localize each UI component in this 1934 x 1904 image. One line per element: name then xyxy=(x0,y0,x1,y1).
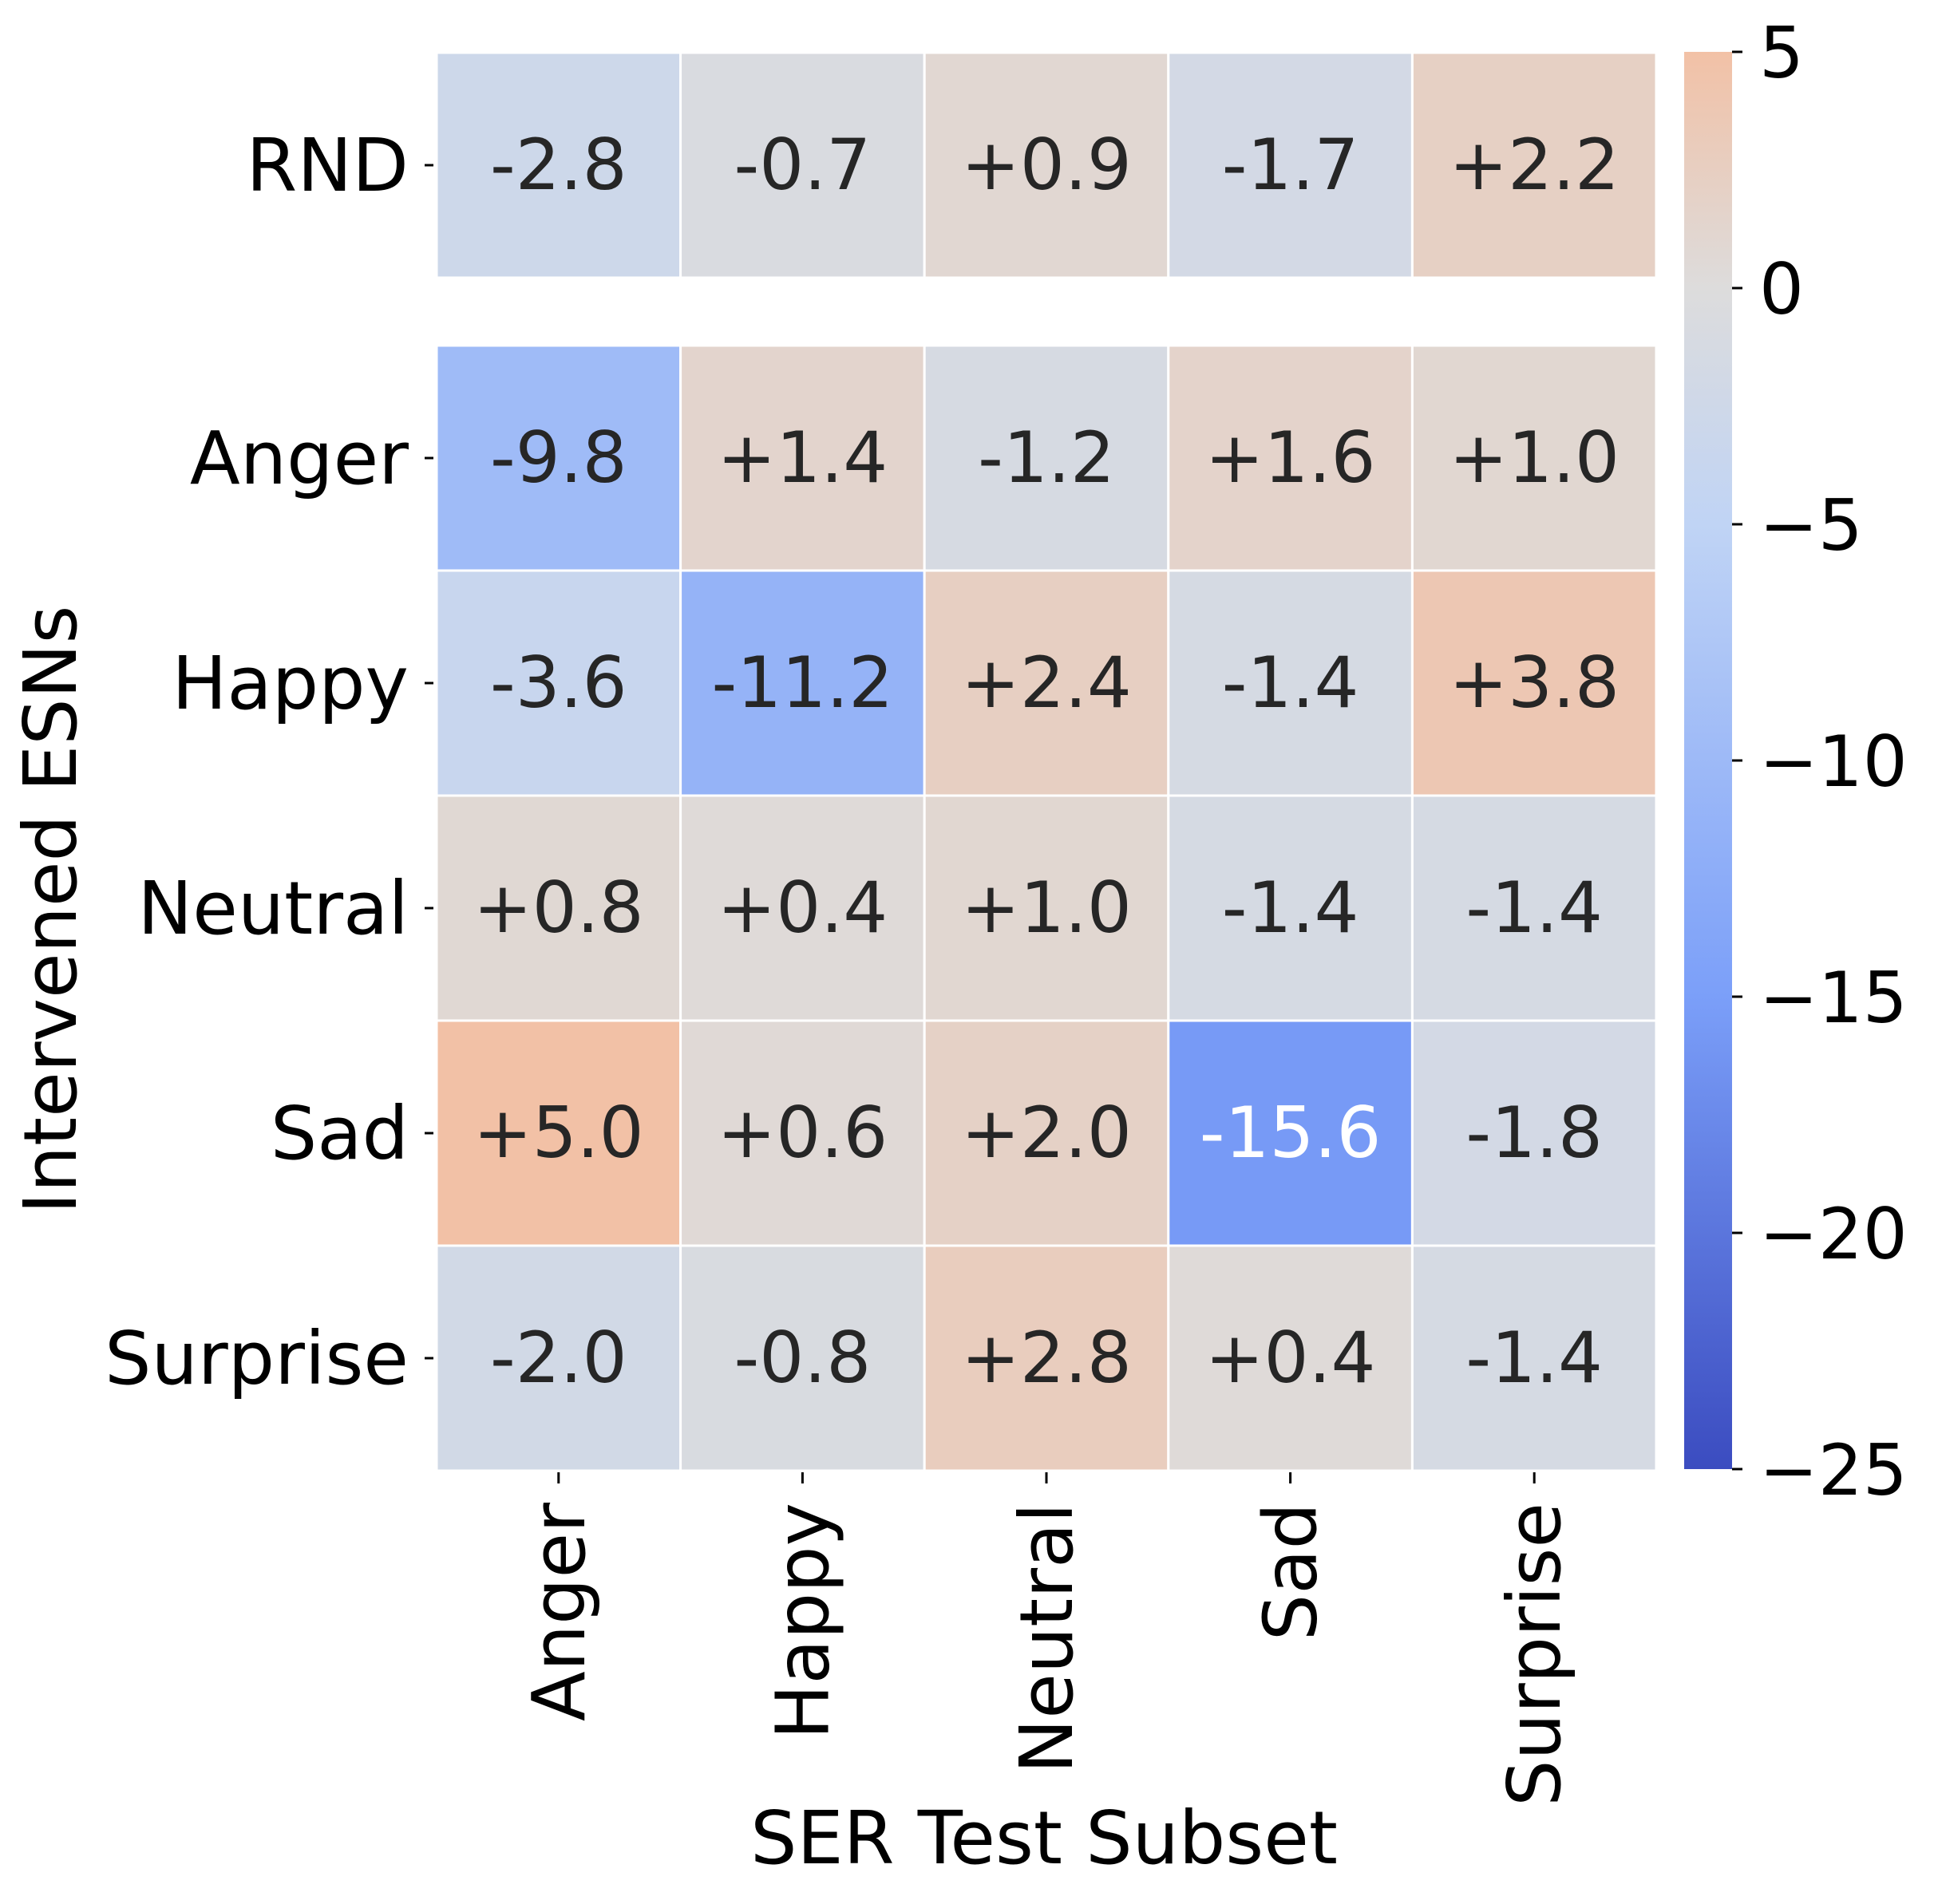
cell-value-label: -1.4 xyxy=(1222,642,1359,724)
y-axis-label: Intervened ESNs xyxy=(8,606,93,1215)
heatmap-cell xyxy=(1167,569,1414,797)
cell-value-label: +0.4 xyxy=(718,867,888,949)
heatmap-cell xyxy=(679,51,926,279)
y-tick-label: Sad xyxy=(271,1091,409,1176)
cell-value-label: +5.0 xyxy=(473,1092,644,1174)
colorbar xyxy=(1684,52,1732,1469)
cell-value-label: +1.0 xyxy=(961,867,1132,949)
cell-value-label: +2.8 xyxy=(961,1317,1132,1399)
cell-value-label: -1.8 xyxy=(1465,1092,1603,1174)
cell-value-label: -0.8 xyxy=(734,1317,872,1399)
colorbar-tick-label: −25 xyxy=(1759,1429,1908,1511)
cell-value-label: +0.9 xyxy=(961,124,1132,206)
cell-value-label: +1.6 xyxy=(1205,417,1376,499)
colorbar-tick-label: −10 xyxy=(1759,721,1908,803)
cell-value-label: +0.4 xyxy=(1205,1317,1376,1399)
y-tick-labels: RND Anger Happy Neutral Sad Surprise xyxy=(105,123,433,1401)
heatmap-cell xyxy=(1410,569,1658,797)
x-tick-label: Sad xyxy=(1248,1503,1334,1641)
colorbar-tick-label: 5 xyxy=(1759,12,1804,94)
y-tick-label: Surprise xyxy=(105,1316,409,1401)
heatmap-cell xyxy=(435,1019,682,1247)
heatmap-cell xyxy=(1410,344,1658,572)
cell-value-label: +1.0 xyxy=(1449,417,1620,499)
x-tick-label: Anger xyxy=(516,1503,602,1721)
colorbar-tick-label: −20 xyxy=(1759,1193,1908,1275)
heatmap-cell xyxy=(1167,794,1414,1022)
cell-value-label: -1.4 xyxy=(1465,867,1603,949)
cell-value-label: +1.4 xyxy=(718,417,888,499)
heatmap-cell xyxy=(1410,794,1658,1022)
heatmap-cell xyxy=(679,1019,926,1247)
cell-value-label: -1.4 xyxy=(1465,1317,1603,1399)
y-tick-label: Anger xyxy=(190,416,409,501)
cell-value-label: +0.8 xyxy=(473,867,644,949)
heatmap-cell xyxy=(679,794,926,1022)
cell-value-label: +0.6 xyxy=(718,1092,888,1174)
cell-value-label: -2.0 xyxy=(490,1317,627,1399)
cell-value-label: +2.2 xyxy=(1449,124,1620,206)
heatmap-cell xyxy=(1410,1244,1658,1472)
x-tick-label: Happy xyxy=(760,1503,845,1740)
heatmap-cell xyxy=(923,51,1170,279)
x-tick-label: Surprise xyxy=(1492,1503,1577,1807)
colorbar-tick-label: −5 xyxy=(1759,484,1863,567)
y-tick-label: RND xyxy=(246,123,409,208)
cell-value-label: -1.4 xyxy=(1222,867,1359,949)
heatmap-cell xyxy=(923,1244,1170,1472)
colorbar-tick-label: 0 xyxy=(1759,248,1804,330)
cell-value-label: +3.8 xyxy=(1449,642,1620,724)
heatmap-cell xyxy=(1167,1244,1414,1472)
colorbar-ticks: 5 0 −5 −10 −15 −20 −25 xyxy=(1732,12,1908,1511)
cell-value-label: -15.6 xyxy=(1200,1092,1382,1174)
cell-value-label: +2.4 xyxy=(961,642,1132,724)
y-tick-label: Happy xyxy=(172,641,409,726)
heatmap-cell xyxy=(1410,51,1658,279)
heatmap-cells: -2.8 -0.7 +0.9 -1.7 +2.2 -9.8 +1.4 -1.2 +1.6 +1.0… xyxy=(435,51,1658,1472)
cell-value-label: +2.0 xyxy=(961,1092,1132,1174)
cell-value-label: -11.2 xyxy=(712,642,894,724)
heatmap-cell xyxy=(1410,1019,1658,1247)
x-tick-label: Neutral xyxy=(1004,1503,1090,1774)
heatmap-cell xyxy=(923,1019,1170,1247)
heatmap-cell xyxy=(435,344,682,572)
heatmap-cell xyxy=(923,344,1170,572)
cell-value-label: -2.8 xyxy=(490,124,627,206)
x-tick-labels: Anger Happy Neutral Sad Surprise xyxy=(516,1472,1577,1807)
heatmap-cell xyxy=(679,569,926,797)
heatmap-cell xyxy=(923,569,1170,797)
cell-value-label: -0.7 xyxy=(734,124,872,206)
heatmap-cell xyxy=(1167,51,1414,279)
cell-value-label: -3.6 xyxy=(490,642,627,724)
cell-value-label: -1.7 xyxy=(1222,124,1359,206)
y-tick-label: Neutral xyxy=(137,866,409,951)
x-axis-label: SER Test Subset xyxy=(750,1795,1338,1881)
cell-value-label: -9.8 xyxy=(490,417,627,499)
heatmap-cell xyxy=(679,1244,926,1472)
cell-value-label: -1.2 xyxy=(978,417,1115,499)
colorbar-tick-label: −15 xyxy=(1759,957,1908,1039)
heatmap-cell xyxy=(435,51,682,279)
heatmap-cell xyxy=(923,794,1170,1022)
heatmap-cell xyxy=(435,794,682,1022)
